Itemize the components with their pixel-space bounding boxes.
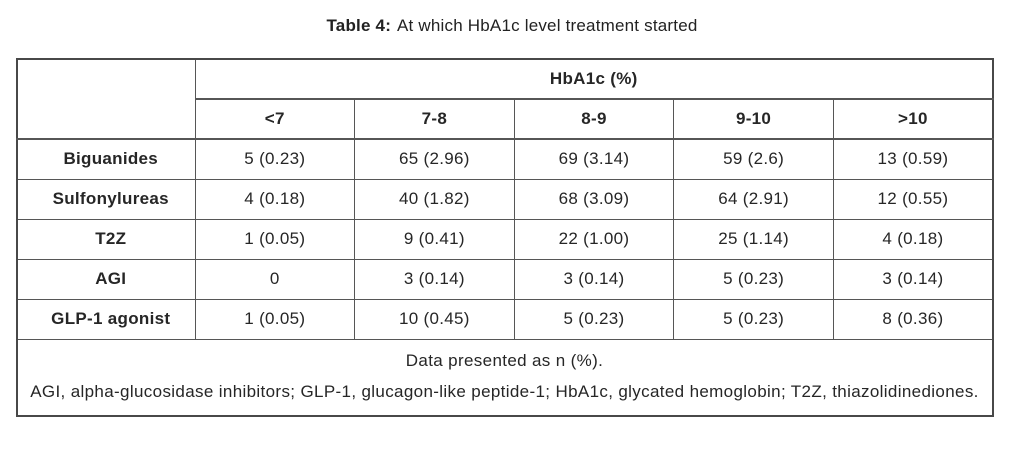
table-cell: 22 (1.00) [513,218,675,260]
table-cell: 3 (0.14) [513,258,675,300]
column-header-row: <7 7-8 8-9 9-10 >10 [17,98,994,140]
hba1c-treatment-table: HbA1c (%) <7 7-8 8-9 9-10 >10 Biguanides… [16,58,994,417]
table-cell: 5 (0.23) [673,258,834,300]
table-cell: 3 (0.14) [832,258,994,300]
table-cell: 3 (0.14) [354,258,515,300]
table-row-biguanides: Biguanides 5 (0.23) 65 (2.96) 69 (3.14) … [16,138,994,180]
table-cell: 40 (1.82) [354,178,515,220]
row-label-t2z: T2Z [16,218,196,260]
table-cell: 25 (1.14) [673,218,834,260]
col-header-8-9: 8-9 [513,98,675,140]
table-cell: 5 (0.23) [673,298,834,340]
table-cell: 69 (3.14) [513,138,675,180]
table-cell: 8 (0.36) [832,298,994,340]
row-label-glp1-agonist: GLP-1 agonist [16,298,196,340]
corner-cell [16,58,196,140]
table-cell: 5 (0.23) [513,298,675,340]
table-caption-number: Table 4: [326,16,392,35]
table-row-t2z: T2Z 1 (0.05) 9 (0.41) 22 (1.00) 25 (1.14… [16,218,994,260]
table-cell: 65 (2.96) [354,138,515,180]
table-footnotes: Data presented as n (%). AGI, alpha-gluc… [16,338,994,416]
table-cell: 10 (0.45) [354,298,515,340]
table-row-agi: AGI 0 3 (0.14) 3 (0.14) 5 (0.23) 3 (0.14… [16,258,994,300]
footnote-abbreviations: AGI, alpha-glucosidase inhibitors; GLP-1… [30,381,979,401]
row-label-biguanides: Biguanides [16,138,196,180]
table-caption-text: At which HbA1c level treatment started [397,16,698,35]
table-cell: 59 (2.6) [673,138,834,180]
col-header-7-8: 7-8 [354,98,515,140]
footnote-data-presented: Data presented as n (%). [405,350,604,370]
table-cell: 9 (0.41) [354,218,515,260]
table-cell: 13 (0.59) [832,138,994,180]
table-cell: 0 [194,258,356,300]
group-header-row: HbA1c (%) [16,58,994,140]
table-cell: 1 (0.05) [194,218,356,260]
table-footnote-row: Data presented as n (%). AGI, alpha-gluc… [16,338,994,416]
col-header-9-10: 9-10 [673,98,834,140]
col-header-gt10: >10 [832,98,994,140]
col-header-lt7: <7 [194,98,356,140]
table-cell: 1 (0.05) [194,298,356,340]
table-cell: 4 (0.18) [194,178,356,220]
table-cell: 4 (0.18) [832,218,994,260]
table-cell: 64 (2.91) [673,178,834,220]
row-label-agi: AGI [16,258,196,300]
table-cell: 5 (0.23) [194,138,356,180]
table-caption: Table 4: At which HbA1c level treatment s… [0,16,1024,36]
table-cell: 12 (0.55) [832,178,994,220]
group-header-hba1c: HbA1c (%) [194,58,994,100]
row-label-sulfonylureas: Sulfonylureas [16,178,196,220]
table-cell: 68 (3.09) [513,178,675,220]
table-row-glp1-agonist: GLP-1 agonist 1 (0.05) 10 (0.45) 5 (0.23… [16,298,994,340]
table-row-sulfonylureas: Sulfonylureas 4 (0.18) 40 (1.82) 68 (3.0… [16,178,994,220]
